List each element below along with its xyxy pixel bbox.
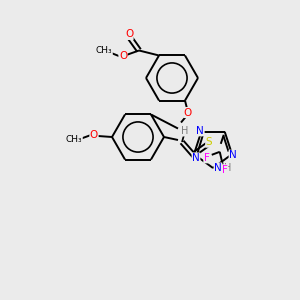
Text: O: O <box>119 52 127 61</box>
Text: N: N <box>196 126 204 136</box>
Text: F: F <box>222 165 228 175</box>
Text: F: F <box>204 153 210 163</box>
Text: H: H <box>181 126 189 136</box>
Text: N: N <box>192 153 200 163</box>
Text: H: H <box>224 163 232 173</box>
Text: S: S <box>206 137 212 147</box>
Text: O: O <box>184 107 192 118</box>
Text: N: N <box>229 150 237 160</box>
Text: CH₃: CH₃ <box>96 46 112 55</box>
Text: CH₃: CH₃ <box>66 134 82 143</box>
Text: O: O <box>90 130 98 140</box>
Text: N: N <box>214 163 222 173</box>
Text: O: O <box>125 29 133 40</box>
